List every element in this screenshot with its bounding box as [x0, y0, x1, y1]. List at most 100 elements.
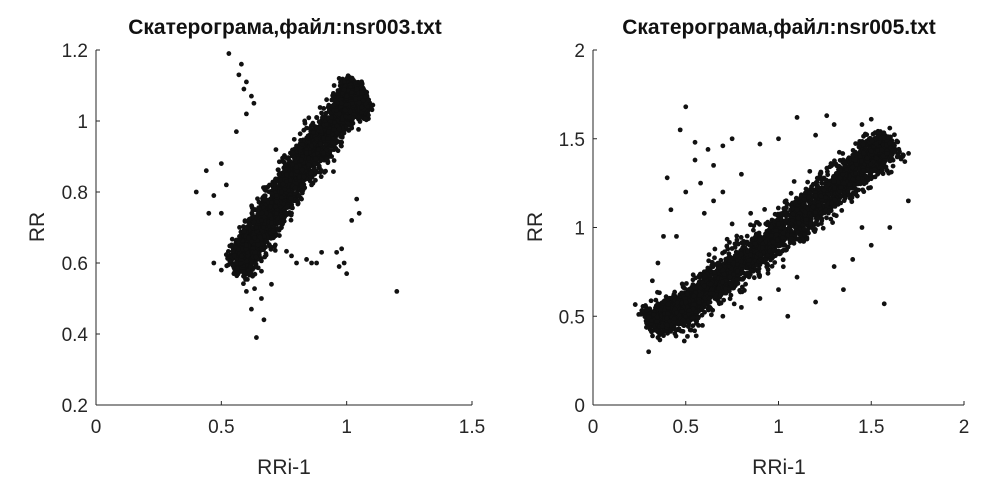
scatter-point	[252, 235, 257, 241]
scatter-point	[349, 218, 355, 223]
scatter-point	[731, 301, 737, 307]
scatter-point	[359, 104, 365, 110]
scatter-point	[335, 148, 341, 154]
scatter-point	[738, 235, 744, 240]
scatter-point	[782, 198, 788, 204]
scatter-point	[700, 322, 705, 328]
scatter-point	[807, 168, 813, 174]
scatter-point	[251, 100, 257, 106]
scatter-point	[241, 86, 247, 92]
scatter-point	[292, 185, 298, 191]
scatter-point	[273, 176, 279, 182]
scatter-point	[236, 72, 242, 78]
scatter-point	[203, 168, 209, 174]
scatter-point	[334, 107, 340, 113]
scatter-point	[294, 260, 299, 266]
scatter-point	[298, 137, 303, 143]
scatter-point	[309, 260, 314, 266]
scatter-point	[269, 281, 274, 287]
scatter-point	[236, 247, 241, 253]
scatter-point	[218, 267, 224, 273]
scatter-point	[349, 90, 355, 95]
scatter-point	[231, 253, 237, 259]
scatter-point	[260, 194, 266, 200]
scatter-point	[280, 155, 285, 161]
scatter-point	[242, 219, 248, 224]
scatter-point	[269, 182, 274, 188]
scatter-point	[339, 139, 345, 145]
scatter-point	[289, 210, 294, 216]
scatter-point	[241, 229, 247, 235]
scatter-point	[289, 171, 294, 177]
scatter-point	[206, 210, 212, 216]
scatter-point	[331, 147, 337, 153]
scatter-point	[211, 193, 217, 198]
scatter-point	[341, 87, 347, 93]
scatter-point	[226, 51, 232, 56]
scatter-point	[335, 88, 341, 93]
x-axis-label-1: RRi-1	[257, 456, 311, 479]
scatter-point	[233, 260, 239, 266]
scatter-point	[849, 199, 855, 205]
y-tick-label: 1	[77, 112, 88, 133]
scatter-point	[244, 242, 249, 248]
scatter-point	[772, 211, 778, 217]
scatter-point	[249, 239, 254, 245]
scatter-point	[302, 118, 308, 124]
scatter-point	[306, 115, 312, 121]
scatter-point	[244, 289, 249, 294]
scatter-point	[632, 302, 638, 307]
scatter-point	[341, 260, 347, 266]
scatter-point	[331, 83, 337, 88]
scatter-point	[354, 196, 360, 202]
scatter-point	[269, 200, 274, 206]
scatter-point	[259, 258, 264, 264]
scatter-point	[244, 258, 250, 264]
scatter-point	[254, 335, 259, 340]
y-tick-label: 0.8	[62, 183, 88, 204]
y-tick-label: 0.6	[62, 254, 88, 275]
scatter-point	[317, 105, 323, 110]
scatter-point	[227, 243, 233, 249]
scatter-point	[358, 90, 364, 96]
scatter-point	[313, 156, 319, 162]
scatter-point	[336, 76, 342, 81]
scatter-point	[336, 126, 342, 132]
chart-title-2: Скатерограма,файл:nsr005.txt	[622, 16, 936, 39]
scatter-point	[252, 250, 258, 256]
scatter-point	[681, 338, 687, 344]
scatter-point	[240, 224, 246, 229]
scatter-point	[316, 163, 322, 169]
scatter-point	[321, 135, 326, 141]
scatter-point	[292, 191, 298, 196]
scatter-point	[307, 125, 313, 131]
scatter-point	[255, 242, 261, 248]
scatter-point	[211, 260, 217, 266]
scatter-point	[294, 143, 299, 149]
scatter-point	[306, 162, 312, 167]
scatter-point	[764, 264, 770, 270]
scatter-point	[264, 210, 269, 216]
scatter-point	[895, 139, 901, 145]
scatter-point	[356, 115, 362, 120]
scatter-point	[780, 257, 786, 263]
scatter-point	[313, 177, 318, 183]
scatter-point	[237, 225, 242, 230]
scatter-point	[319, 249, 324, 255]
scatter-point	[275, 225, 280, 231]
scatter-point	[263, 239, 269, 245]
scatter-point	[249, 210, 255, 216]
scatter-point	[249, 306, 254, 312]
scatter-point	[332, 119, 338, 125]
plot-area-2	[632, 104, 911, 355]
scatter-point	[246, 216, 252, 222]
scatter-point	[344, 271, 350, 277]
scatter-point	[193, 189, 199, 195]
scatter-point	[331, 126, 337, 132]
scatter-point	[706, 252, 712, 258]
scatter-point	[269, 220, 275, 226]
scatter-point	[311, 130, 316, 136]
scatter-point	[331, 158, 337, 163]
scatter-point	[291, 136, 297, 142]
scatter-point	[272, 242, 278, 248]
